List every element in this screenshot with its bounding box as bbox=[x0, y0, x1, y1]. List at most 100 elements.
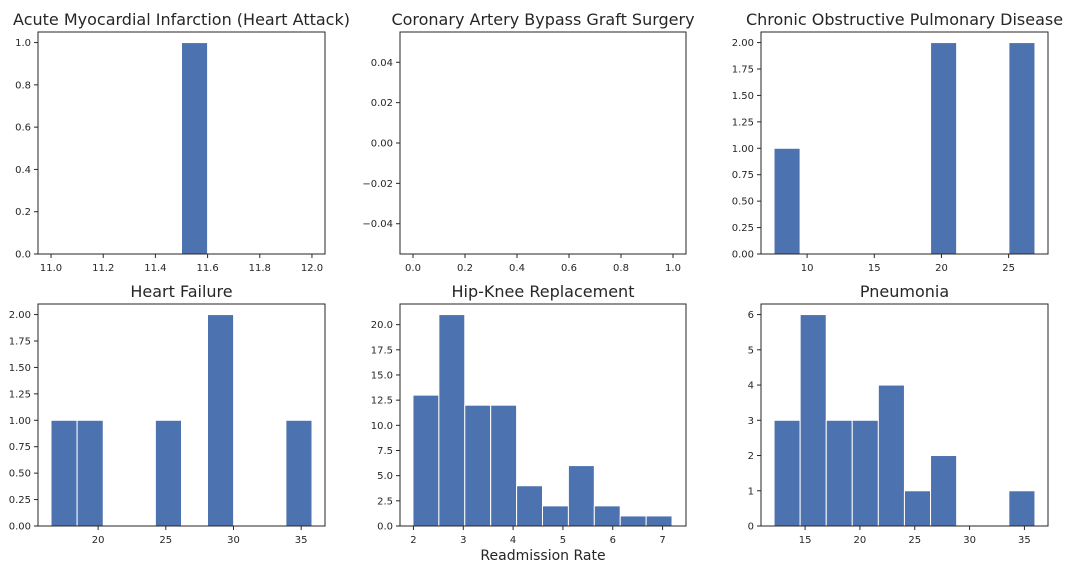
x-tick-label: 25 bbox=[1002, 263, 1015, 274]
histogram-bar bbox=[154, 419, 183, 527]
y-tick-label: 10.0 bbox=[371, 421, 393, 432]
histogram-bar bbox=[825, 419, 853, 527]
x-tick-label: 30 bbox=[227, 535, 240, 546]
x-tick-label: 0.2 bbox=[457, 263, 473, 274]
x-tick-label: 35 bbox=[295, 535, 308, 546]
y-tick-label: 5.0 bbox=[377, 471, 393, 482]
x-tick-label: 20 bbox=[854, 535, 867, 546]
histogram-bar bbox=[1008, 490, 1036, 527]
subplot-6: 15 20 25 30 35 0 1 2 3 4 5 6 Pneumonia bbox=[748, 282, 1049, 546]
histogram-bar bbox=[50, 419, 78, 527]
x-tick-label: 15 bbox=[868, 263, 881, 274]
y-tick-label: 1.50 bbox=[9, 363, 31, 374]
x-tick-label: 11.2 bbox=[92, 263, 114, 274]
subplot-title: Pneumonia bbox=[860, 282, 949, 301]
histogram-bar bbox=[516, 485, 544, 527]
y-tick-label: 2 bbox=[748, 451, 754, 462]
y-tick-label: 0.0 bbox=[377, 522, 393, 533]
y-tick-label: 1.25 bbox=[9, 389, 31, 400]
y-tick-label: 0.75 bbox=[732, 170, 754, 181]
subplot-4: 20 25 30 35 0.00 0.25 0.50 0.75 1.00 1.25 1.50 1.75… bbox=[9, 282, 326, 546]
subplot-title: Acute Myocardial Infarction (Heart Attac… bbox=[13, 10, 350, 29]
x-tick-label: 30 bbox=[963, 535, 976, 546]
x-tick-label: 11.0 bbox=[40, 263, 62, 274]
x-tick-label: 6 bbox=[610, 535, 616, 546]
y-tick-label: 0.8 bbox=[15, 80, 31, 91]
y-tick-label: 1 bbox=[748, 486, 754, 497]
histogram-bar bbox=[877, 384, 905, 527]
histogram-bar bbox=[593, 505, 621, 527]
histogram-bar bbox=[464, 404, 492, 527]
x-tick-label: 20 bbox=[935, 263, 948, 274]
x-tick-label: 7 bbox=[659, 535, 665, 546]
x-tick-label: 3 bbox=[460, 535, 466, 546]
y-tick-label: 2.00 bbox=[732, 38, 754, 49]
histogram-bar bbox=[851, 419, 879, 527]
x-tick-label: 25 bbox=[908, 535, 921, 546]
axes-frame bbox=[37, 303, 326, 527]
histogram-bar bbox=[799, 314, 827, 527]
x-tick-label: 0.4 bbox=[509, 263, 525, 274]
histogram-bar bbox=[181, 42, 209, 255]
y-tick-label: 0.2 bbox=[15, 207, 31, 218]
y-tick-label: 1.00 bbox=[732, 144, 754, 155]
histogram-bar bbox=[285, 419, 313, 527]
y-tick-label: 2.5 bbox=[377, 496, 393, 507]
subplot-title: Coronary Artery Bypass Graft Surgery bbox=[391, 10, 694, 29]
y-tick-label: −0.04 bbox=[362, 219, 393, 230]
histogram-bar bbox=[76, 419, 104, 527]
histogram-bar bbox=[542, 505, 569, 527]
histogram-bar bbox=[206, 314, 235, 527]
axes-frame bbox=[760, 31, 1049, 255]
histogram-bar bbox=[903, 490, 932, 527]
subplot-title: Hip-Knee Replacement bbox=[452, 282, 635, 301]
y-tick-label: 7.5 bbox=[377, 446, 393, 457]
x-axis-label: Readmission Rate bbox=[480, 548, 605, 564]
x-tick-label: 11.4 bbox=[144, 263, 166, 274]
x-tick-label: 10 bbox=[801, 263, 814, 274]
axes-frame bbox=[760, 303, 1049, 527]
y-tick-label: 0 bbox=[748, 522, 754, 533]
y-tick-label: 3 bbox=[748, 416, 754, 427]
y-tick-label: 0.00 bbox=[371, 139, 393, 150]
histogram-bar bbox=[490, 404, 518, 527]
x-tick-label: 15 bbox=[799, 535, 812, 546]
histogram-bar bbox=[773, 419, 801, 527]
x-tick-label: 20 bbox=[92, 535, 105, 546]
y-tick-label: 0.00 bbox=[9, 522, 31, 533]
histogram-bar bbox=[567, 465, 595, 527]
y-tick-label: 0.00 bbox=[732, 250, 754, 261]
y-tick-label: 17.5 bbox=[371, 345, 393, 356]
histogram-bar bbox=[438, 314, 466, 527]
y-tick-label: 0.25 bbox=[732, 223, 754, 234]
y-tick-label: 0.4 bbox=[15, 165, 31, 176]
y-tick-label: 0.50 bbox=[732, 197, 754, 208]
y-tick-label: 12.5 bbox=[371, 396, 393, 407]
y-tick-label: 1.50 bbox=[732, 91, 754, 102]
x-tick-label: 0.8 bbox=[613, 263, 629, 274]
x-tick-label: 11.8 bbox=[249, 263, 271, 274]
y-tick-label: 0.02 bbox=[371, 98, 393, 109]
y-tick-label: 1.75 bbox=[9, 337, 31, 348]
y-tick-label: 1.0 bbox=[15, 38, 31, 49]
histogram-bar bbox=[1008, 42, 1036, 255]
x-tick-label: 35 bbox=[1018, 535, 1031, 546]
subplot-title: Chronic Obstructive Pulmonary Disease bbox=[746, 10, 1063, 29]
y-tick-label: 1.00 bbox=[9, 416, 31, 427]
histogram-bar bbox=[412, 394, 440, 527]
x-tick-label: 12.0 bbox=[301, 263, 323, 274]
x-tick-label: 0.0 bbox=[405, 263, 421, 274]
y-tick-label: 4 bbox=[748, 381, 754, 392]
axes-frame bbox=[37, 31, 326, 255]
y-tick-label: 0.25 bbox=[9, 495, 31, 506]
y-tick-label: 0.0 bbox=[15, 250, 31, 261]
y-tick-label: 1.75 bbox=[732, 65, 754, 76]
axes-frame bbox=[399, 31, 687, 255]
axes-frame bbox=[399, 303, 687, 527]
subplot-2: 0.0 0.2 0.4 0.6 0.8 1.0 −0.04 −0.02 0.00 0.02 0.04… bbox=[362, 10, 694, 274]
x-tick-label: 0.6 bbox=[561, 263, 577, 274]
y-tick-label: −0.02 bbox=[362, 179, 393, 190]
subplot-3: 10 15 20 25 0.00 0.25 0.50 0.75 1.00 1.25 1.50 1.75… bbox=[732, 10, 1063, 274]
histogram-bar bbox=[930, 42, 958, 255]
